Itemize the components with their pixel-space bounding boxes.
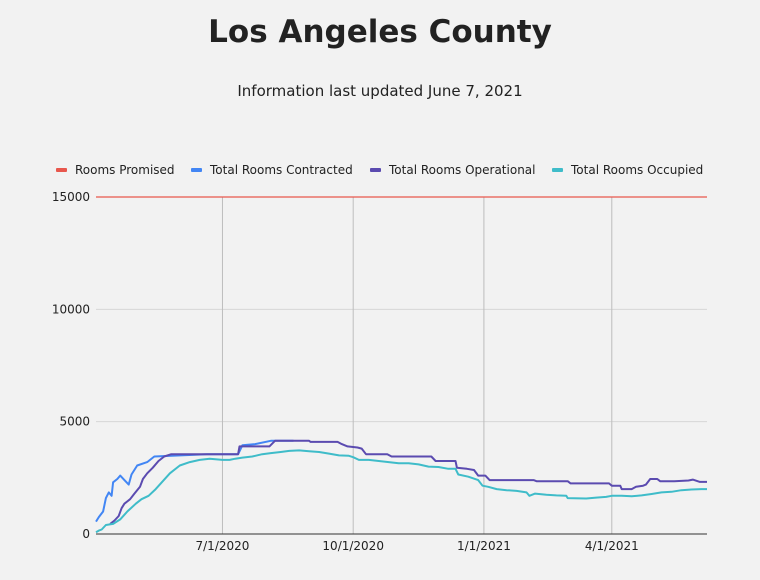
chart-subtitle: Information last updated June 7, 2021 [237, 82, 523, 100]
grid-lines [96, 196, 707, 534]
series-line-total-rooms-occupied [95, 449, 707, 534]
legend-swatch-total-rooms-occupied [552, 168, 563, 172]
legend: Rooms Promised Total Rooms Contracted Tota… [56, 163, 703, 177]
series-line-total-rooms-operational [109, 439, 707, 525]
x-tick-label-2020-07-01: 7/1/2020 [196, 539, 250, 553]
chart-title: Los Angeles County [208, 14, 552, 50]
legend-swatch-rooms-promised [56, 168, 67, 172]
x-tick-label-2020-10-01: 10/1/2020 [322, 539, 384, 553]
legend-swatch-total-rooms-operational [370, 168, 381, 172]
axes: 0 5000 10000 15000 7/1/2020 10/1/2020 1/1/2021… [52, 190, 707, 553]
series-lines [95, 196, 707, 534]
y-tick-label-0: 0 [82, 527, 90, 541]
x-tick-label-2021-04-01: 4/1/2021 [585, 539, 639, 553]
y-tick-label-5000: 5000 [59, 415, 90, 429]
legend-swatch-total-rooms-contracted [191, 168, 202, 172]
legend-label-total-rooms-contracted: Total Rooms Contracted [209, 163, 353, 177]
series-line-total-rooms-contracted [95, 439, 294, 523]
legend-label-total-rooms-occupied: Total Rooms Occupied [570, 163, 703, 177]
legend-label-rooms-promised: Rooms Promised [75, 163, 175, 177]
x-tick-label-2021-01-01: 1/1/2021 [457, 539, 511, 553]
legend-label-total-rooms-operational: Total Rooms Operational [388, 163, 535, 177]
y-tick-label-15000: 15000 [52, 190, 90, 204]
y-tick-label-10000: 10000 [52, 302, 90, 316]
